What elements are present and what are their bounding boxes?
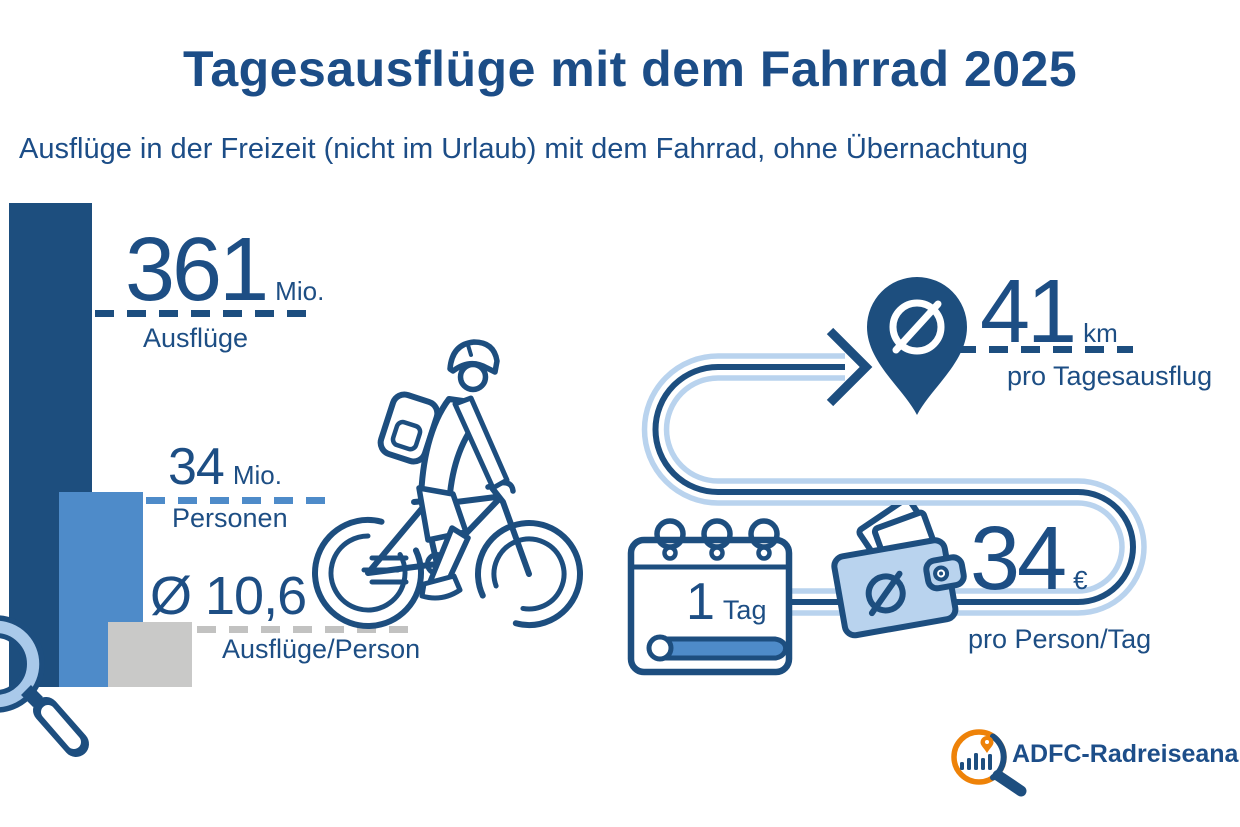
stat-trips-per-person-label: Ausflüge/Person <box>222 634 421 664</box>
logo-bars-icon <box>960 753 992 770</box>
page-subtitle: Ausflüge in der Freizeit (nicht im Urlau… <box>19 133 1029 165</box>
stat-trips-unit: Mio. <box>275 276 325 306</box>
route-icon <box>641 277 1147 616</box>
stat-spending-value: 34 <box>970 509 1067 609</box>
page-title: Tagesausflüge mit dem Fahrrad 2025 <box>183 40 1077 98</box>
stat-persons-label: Personen <box>172 503 288 533</box>
map-pin-average-icon <box>867 277 967 415</box>
bar-ausfluege-pro-person <box>108 622 192 687</box>
stat-distance-label: pro Tagesausflug <box>1007 361 1213 391</box>
page-title-year: 2025 <box>963 41 1078 97</box>
stat-duration: 1 Tag <box>686 576 766 628</box>
logo-wordmark: ADFC-Radreiseanalyse <box>1012 740 1240 768</box>
stat-distance-unit: km <box>1083 318 1118 348</box>
calendar-spirals-icon <box>654 518 780 561</box>
stat-distance-value: 41 <box>980 262 1077 362</box>
dashed-line-trips <box>95 310 318 317</box>
stat-persons: 34 Mio. <box>168 441 282 493</box>
bicycle-rider-icon <box>312 339 583 629</box>
dashed-line-distance <box>957 346 1133 353</box>
logo-pin-icon <box>980 736 994 753</box>
calendar-page-curl <box>659 636 789 661</box>
wallet-average-icon <box>831 505 967 639</box>
dashed-line-persons <box>146 497 327 504</box>
arrow-icon <box>826 327 873 407</box>
stat-persons-unit: Mio. <box>232 460 282 490</box>
dashed-line-trips-per-person <box>197 626 420 633</box>
calendar-icon <box>627 518 793 676</box>
magnifier-icon <box>0 615 89 757</box>
stat-spending: 34 € <box>970 514 1088 604</box>
stat-trips-label: Ausflüge <box>143 323 249 353</box>
stat-trips-per-person-value: Ø 10,6 <box>150 566 307 626</box>
stat-spending-label: pro Person/Tag <box>968 624 1152 654</box>
stat-trips-value: 361 <box>125 220 269 320</box>
stat-distance: 41 km <box>980 267 1118 357</box>
stat-trips: 361 Mio. <box>125 225 324 315</box>
stat-duration-unit: Tag <box>722 595 767 625</box>
page-title-text: Tagesausflüge mit dem Fahrrad <box>183 41 950 97</box>
stat-trips-per-person: Ø 10,6 <box>150 566 307 626</box>
stat-persons-value: 34 <box>168 438 225 496</box>
stat-duration-value: 1 <box>686 573 715 631</box>
stat-spending-unit: € <box>1073 565 1088 595</box>
logo-magnifier-icon <box>951 729 1027 797</box>
